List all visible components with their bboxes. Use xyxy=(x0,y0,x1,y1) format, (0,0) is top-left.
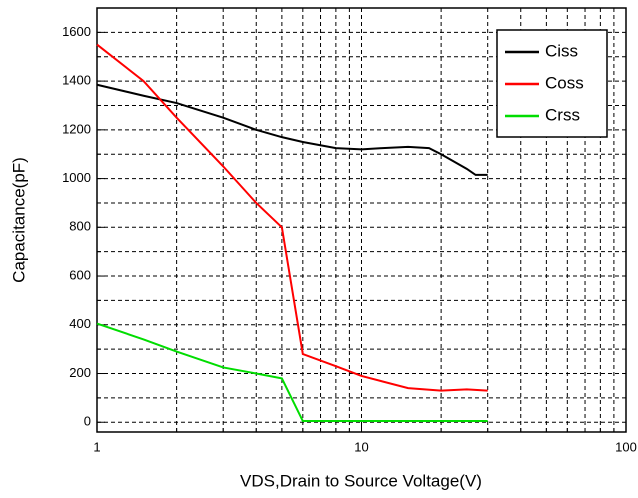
series-line xyxy=(96,43,488,392)
y-tick-label: 0 xyxy=(84,414,91,429)
y-axis-label: Capacitance(pF) xyxy=(9,157,28,283)
y-tick-label: 1200 xyxy=(62,121,91,136)
x-tick-label: 1 xyxy=(93,439,100,454)
y-tick-label: 600 xyxy=(69,267,91,282)
legend: Ciss Coss Crss xyxy=(496,29,608,138)
y-tick-label: 1400 xyxy=(62,73,91,88)
y-tick-label: 400 xyxy=(69,316,91,331)
legend-label: Coss xyxy=(545,73,584,92)
x-tick-label: 100 xyxy=(615,439,637,454)
y-tick-label: 1000 xyxy=(62,170,91,185)
plot-frame xyxy=(96,7,627,433)
x-axis-label: VDS,Drain to Source Voltage(V) xyxy=(240,471,482,490)
series-line xyxy=(96,322,488,423)
x-tick-label: 10 xyxy=(354,439,368,454)
y-tick-label: 1600 xyxy=(62,24,91,39)
y-tick-label: 800 xyxy=(69,219,91,234)
legend-label: Ciss xyxy=(545,41,578,60)
legend-label: Crss xyxy=(545,105,580,124)
y-tick-label: 200 xyxy=(69,365,91,380)
series-line xyxy=(96,83,488,176)
